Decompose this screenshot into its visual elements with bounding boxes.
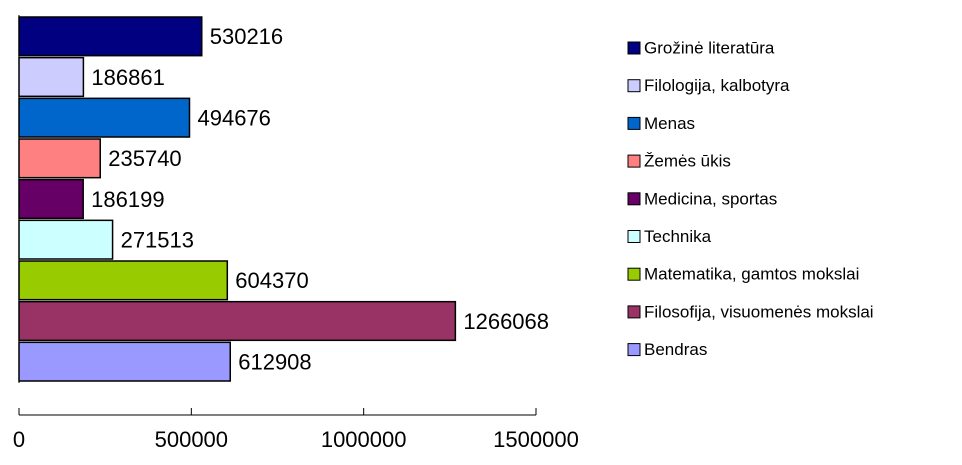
legend-swatch <box>627 230 641 243</box>
legend-label: Grožinė literatūra <box>644 38 775 57</box>
x-tick-label: 1000000 <box>321 427 407 452</box>
bar <box>18 341 231 382</box>
value-label: 235740 <box>108 146 181 171</box>
legend-label: Žemės ūkis <box>644 152 731 171</box>
legend-swatch <box>627 154 641 168</box>
value-label: 530216 <box>210 24 283 49</box>
value-label: 186199 <box>91 187 164 212</box>
x-tick-label: 500000 <box>155 427 228 452</box>
value-label: 612908 <box>238 349 311 374</box>
value-label: 604370 <box>235 268 308 293</box>
bar <box>18 260 229 301</box>
legend-swatch <box>627 192 641 206</box>
bar <box>18 97 191 138</box>
legend-label: Matematika, gamtos mokslai <box>644 265 859 284</box>
legend-swatch <box>627 267 641 281</box>
legend-swatch <box>627 79 641 93</box>
bar <box>18 219 114 260</box>
value-label: 494676 <box>197 105 270 130</box>
value-label: 1266068 <box>463 309 549 334</box>
legend-swatch <box>627 41 641 55</box>
legend-label: Technika <box>644 227 712 246</box>
legend-label: Filosofija, visuomenės mokslai <box>644 302 874 321</box>
legend-swatch <box>627 116 641 130</box>
bar <box>18 300 457 342</box>
legend-label: Menas <box>644 114 695 133</box>
bar <box>18 178 84 220</box>
legend-label: Medicina, sportas <box>644 189 777 208</box>
legend-label: Filologija, kalbotyra <box>644 76 790 95</box>
bar <box>18 56 85 98</box>
bar <box>18 138 102 179</box>
x-tick-label: 1500000 <box>493 427 579 452</box>
legend-label: Bendras <box>644 340 707 359</box>
legend-swatch <box>627 305 641 319</box>
value-label: 271513 <box>121 227 194 252</box>
x-tick-label: 0 <box>13 427 25 452</box>
bar <box>18 16 203 57</box>
value-label: 186861 <box>91 65 164 90</box>
legend-swatch <box>627 343 641 357</box>
